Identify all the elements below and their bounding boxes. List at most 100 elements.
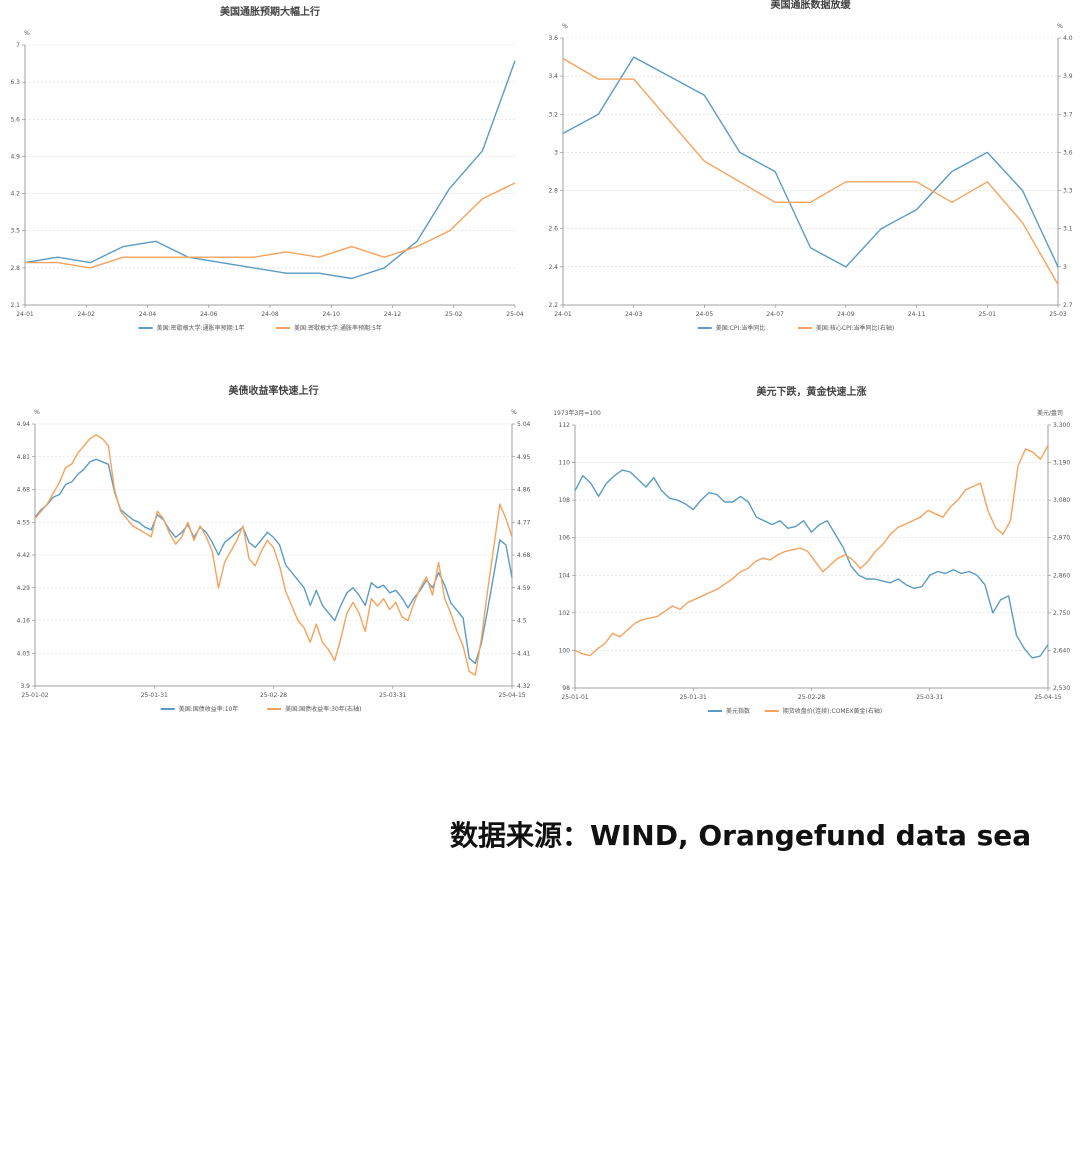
chart-title: 美元下跌，黄金快速上涨 <box>757 385 867 398</box>
y-tick-label: 4.2 <box>10 191 20 198</box>
y-tick-label: 3.2 <box>548 111 558 118</box>
data-source-note: 数据来源：WIND, Orangefund data sea <box>450 819 1032 852</box>
x-tick-label: 25-01-01 <box>561 694 588 701</box>
x-tick-label: 25-01-31 <box>680 694 707 701</box>
y2-tick-label: 4.0 <box>1063 35 1073 42</box>
series-line <box>562 57 1059 285</box>
chart-dollar-gold: 美元下跌，黄金快速上涨 1973年3月=100 美元/盎司 112 110 108 106 1… <box>540 375 1080 735</box>
y2-tick-label: 3 <box>1063 264 1067 271</box>
y2-tick-label: 2,530 <box>1053 685 1070 692</box>
y-tick-label: 106 <box>559 535 571 542</box>
chart-svg: 美国通胀预期大幅上行% 7 6.3 5.6 4.9 4.2 3.5 2.8 2.1 24-01 24… <box>10 5 524 332</box>
x-tick-label: 24-08 <box>261 311 279 318</box>
x-tick-label: 25-04-15 <box>1034 694 1061 701</box>
y-tick-label: 3 <box>554 149 558 156</box>
y2-tick-label: 4.68 <box>517 552 531 559</box>
y-tick-label: 3.5 <box>10 228 20 235</box>
x-tick-label: 24-06 <box>200 311 218 318</box>
legend-label: 美国:国债收益率:30年(右轴) <box>285 705 361 713</box>
y2-tick-label: 4.32 <box>517 683 531 690</box>
y2-tick-label: 2,750 <box>1053 610 1070 617</box>
y-axis-unit: 1973年3月=100 <box>553 409 601 417</box>
x-tick-label: 24-11 <box>908 311 926 318</box>
x-tick-label: 24-04 <box>139 311 157 318</box>
series-line <box>34 458 513 664</box>
y-tick-label: 112 <box>559 422 571 429</box>
series-line <box>574 445 1049 657</box>
y2-tick-label: 4.59 <box>517 585 531 592</box>
legend-label: 美国:密歇根大学:通胀率预期:1年 <box>157 324 245 332</box>
y-tick-label: 4.42 <box>17 552 31 559</box>
y-tick-label: 104 <box>559 572 571 579</box>
y-tick-label: 2.8 <box>548 188 558 195</box>
legend-label: 美国:国债收益率:10年 <box>179 705 239 713</box>
y-tick-label: 4.16 <box>17 618 31 625</box>
x-tick-label: 25-04-15 <box>498 692 525 699</box>
x-tick-label: 24-07 <box>766 311 784 318</box>
x-tick-label: 25-03 <box>1049 311 1067 318</box>
y-tick-label: 4.03 <box>17 650 31 657</box>
y-tick-label: 4.81 <box>17 454 31 461</box>
y-tick-label: 108 <box>559 497 571 504</box>
y-tick-label: 4.55 <box>17 519 31 526</box>
y2-tick-label: 3.9 <box>1063 73 1073 80</box>
x-tick-label: 25-03-31 <box>379 692 406 699</box>
y2-tick-label: 4.41 <box>517 650 531 657</box>
y-tick-label: 4.94 <box>17 421 31 428</box>
y-tick-label: 2.1 <box>10 302 20 309</box>
y-tick-label: 100 <box>559 647 571 654</box>
y-tick-label: 4.68 <box>17 487 31 494</box>
y2-tick-label: 2,970 <box>1053 535 1070 542</box>
y-tick-label: 2.2 <box>548 302 558 309</box>
x-tick-label: 25-01-02 <box>21 692 48 699</box>
x-tick-label: 24-05 <box>696 311 714 318</box>
y-tick-label: 7 <box>16 42 20 49</box>
chart-us-inflation: 美国通胀数据放缓%% 3.6 3.4 3.2 3 2.8 2.6 2.4 2.2 4.0 3.9 3.… <box>540 0 1080 350</box>
x-tick-label: 25-04 <box>506 311 524 318</box>
y-tick-label: 98 <box>562 685 570 692</box>
x-tick-label: 24-10 <box>323 311 341 318</box>
y2-tick-label: 5.04 <box>517 421 531 428</box>
y2-tick-label: 3.7 <box>1063 111 1073 118</box>
x-tick-label: 24-01 <box>554 311 572 318</box>
chart-svg: 美国通胀数据放缓% % 3.6 3.4 3.2 3 2.8 2.6 2.4 2.2 4.0 3.9 3.… <box>548 0 1073 332</box>
legend-label: 美国:CPI:当季同比 <box>716 324 766 332</box>
x-tick-label: 25-01 <box>979 311 997 318</box>
y2-axis-unit: % <box>1057 23 1063 30</box>
x-tick-label: 25-03-31 <box>916 694 943 701</box>
y2-tick-label: 3,080 <box>1053 497 1070 504</box>
y2-tick-label: 2,640 <box>1053 647 1070 654</box>
y-tick-label: 6.3 <box>10 79 20 86</box>
y-tick-label: 2.6 <box>548 226 558 233</box>
y-tick-label: 2.8 <box>10 265 20 272</box>
x-tick-label: 24-03 <box>625 311 643 318</box>
legend-label: 美国:核心CPI:当季同比(右轴) <box>816 324 894 332</box>
chart-title: 美国通胀数据放缓 <box>771 0 852 11</box>
x-tick-label: 24-09 <box>837 311 855 318</box>
x-tick-label: 24-12 <box>384 311 402 318</box>
chart-svg: 美元下跌，黄金快速上涨 1973年3月=100 美元/盎司 112 110 108 106 1… <box>553 385 1070 715</box>
y-tick-label: 110 <box>559 460 571 467</box>
y-tick-label: 3.9 <box>20 683 30 690</box>
y-axis-unit: % <box>34 409 40 416</box>
legend-label: 期货收盘价(连续):COMEX黄金(右轴) <box>783 707 882 715</box>
y-tick-label: 4.29 <box>17 585 31 592</box>
y2-tick-label: 4.77 <box>517 519 531 526</box>
series-line <box>25 182 516 269</box>
y2-tick-label: 3.6 <box>1063 149 1073 156</box>
x-tick-label: 25-02 <box>445 311 463 318</box>
series-line <box>562 56 1059 268</box>
legend-label: 美国:密歇根大学:通胀率预期:5年 <box>294 324 382 332</box>
chart-title: 美国通胀预期大幅上行 <box>220 5 320 18</box>
y-tick-label: 4.9 <box>10 153 20 160</box>
y-tick-label: 102 <box>559 610 571 617</box>
y-tick-label: 3.6 <box>548 35 558 42</box>
y-tick-label: 2.4 <box>548 264 558 271</box>
x-tick-label: 25-01-31 <box>141 692 168 699</box>
y2-axis-unit: % <box>511 409 517 416</box>
chart-title: 美债收益率快速上行 <box>229 384 319 397</box>
series-line <box>24 60 516 280</box>
y2-tick-label: 2.7 <box>1063 302 1073 309</box>
y2-tick-label: 3,190 <box>1053 460 1070 467</box>
x-tick-label: 24-02 <box>78 311 96 318</box>
